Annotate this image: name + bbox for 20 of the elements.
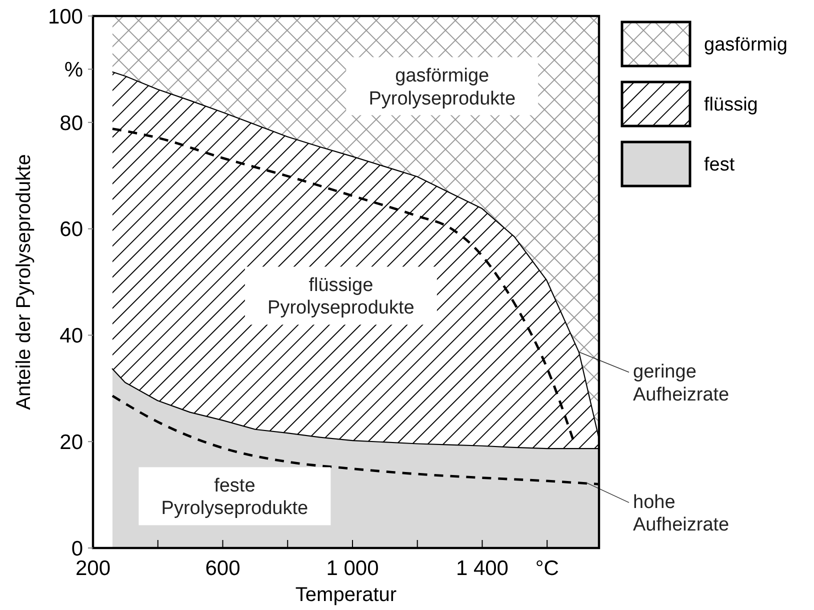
y-tick-label: 40: [60, 324, 83, 348]
x-axis-title: Temperatur: [295, 584, 397, 606]
y-tick-label: 80: [60, 112, 83, 135]
x-tick-label: 1 400: [456, 557, 509, 580]
y-tick-label: 60: [60, 218, 83, 242]
annotation: geringe Aufheizrate: [633, 361, 730, 406]
annotation: gasförmige Pyrolyseprodukte: [368, 65, 516, 110]
y-tick-label: 100: [48, 5, 83, 28]
x-tick-label: 1 000: [326, 557, 379, 580]
annotation: feste Pyrolyseprodukte: [161, 475, 308, 520]
legend-label: fest: [704, 154, 736, 176]
legend-label: flüssig: [704, 94, 758, 116]
annotation: flüssige Pyrolyseprodukte: [268, 274, 414, 319]
y-tick-label: 20: [60, 430, 83, 454]
x-tick-label: 600: [205, 557, 240, 580]
legend-label: gasförmig: [704, 34, 788, 56]
y-tick-label: %: [64, 58, 83, 82]
x-tick-label: °C: [535, 557, 559, 580]
y-axis-title: Anteile der Pyrolyseprodukte: [13, 154, 35, 410]
annotation: hohe Aufheizrate: [633, 492, 730, 536]
